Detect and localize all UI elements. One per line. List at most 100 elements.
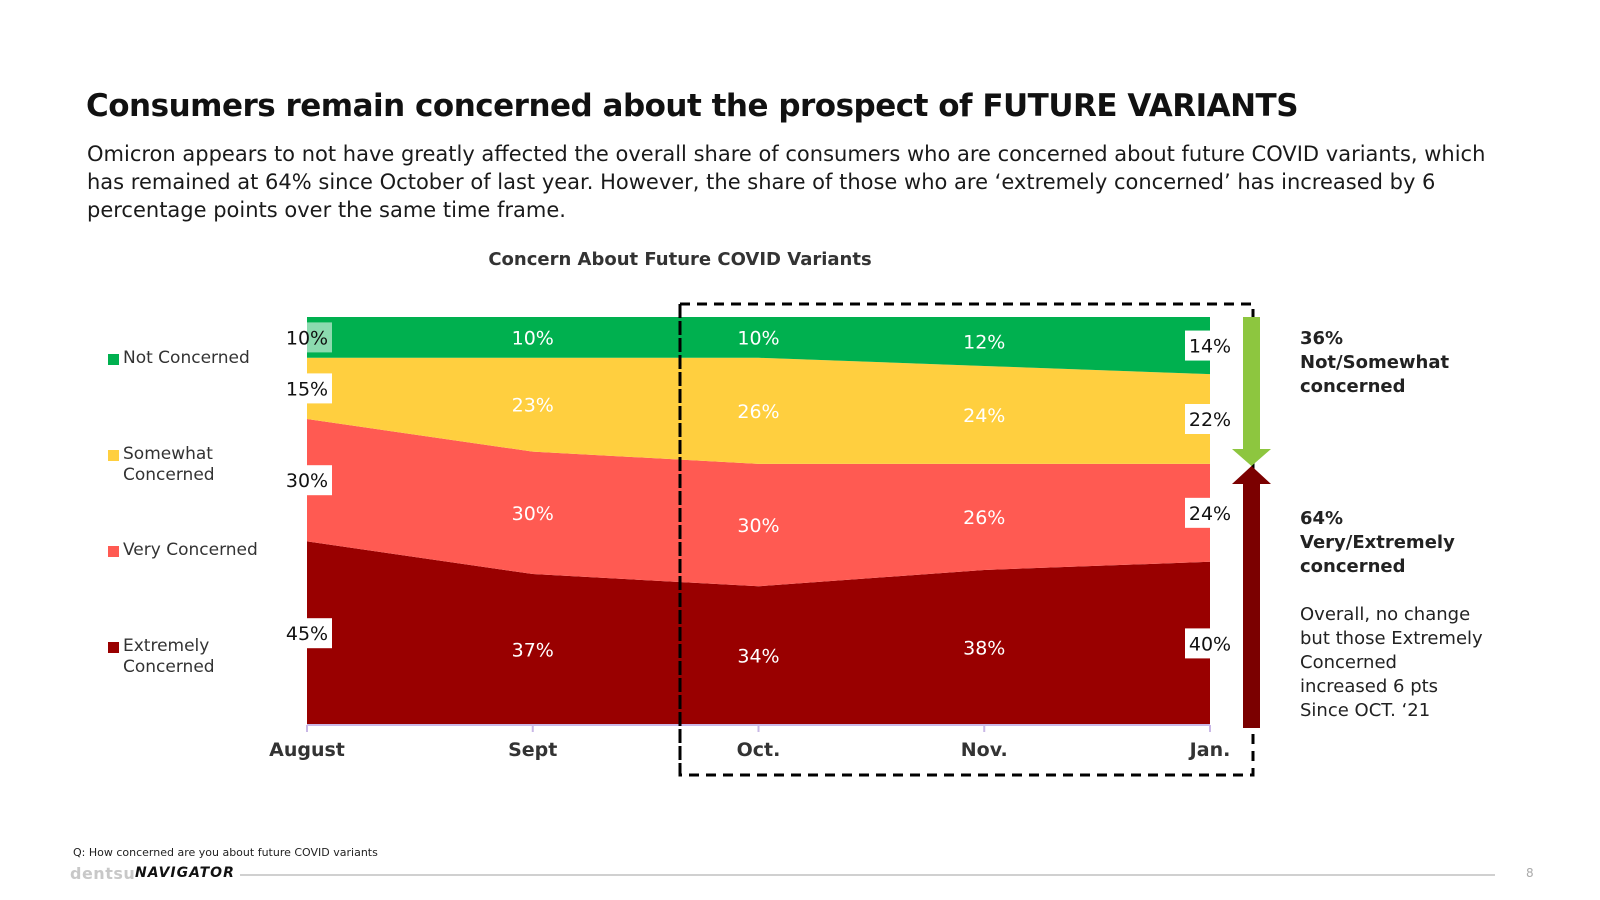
legend-extremely-concerned: Extremely Concerned — [123, 636, 215, 678]
legend-swatch-very-concerned — [108, 546, 119, 557]
data-label-box — [282, 373, 332, 404]
x-tick-label-1: Sept — [508, 739, 557, 761]
data-label-very-concerned-3: 26% — [963, 507, 1005, 529]
data-label-text: 30% — [512, 503, 554, 525]
legend-swatch-not-concerned — [108, 354, 119, 365]
data-label-extremely-concerned-1: 37% — [512, 640, 554, 662]
side-bottom-pct: 64% — [1300, 508, 1344, 529]
survey-question-footnote: Q: How concerned are you about future CO… — [73, 846, 378, 859]
data-label-somewhat-concerned-0: 15% — [282, 373, 332, 404]
data-label-box — [1185, 330, 1235, 361]
data-label-somewhat-concerned-3: 24% — [963, 405, 1005, 427]
data-label-extremely-concerned-4: 40% — [1185, 628, 1235, 659]
legend-somewhat-line2: Concerned — [123, 465, 215, 485]
data-label-box — [1185, 404, 1235, 434]
legend-swatch-extremely-concerned — [108, 642, 119, 653]
legend-somewhat-line1: Somewhat — [123, 444, 213, 464]
data-label-not-concerned-2: 10% — [737, 327, 779, 349]
data-label-text: 24% — [1189, 503, 1231, 525]
x-tick-label-2: Oct. — [737, 739, 781, 761]
data-label-not-concerned-1: 10% — [512, 327, 554, 349]
side-note-line4: increased 6 pts — [1300, 676, 1439, 697]
side-note-top: 36% Not/Somewhat concerned — [1300, 327, 1449, 399]
data-label-text: 23% — [512, 395, 554, 417]
data-label-very-concerned-2: 30% — [737, 515, 779, 537]
side-note-line1: Overall, no change — [1300, 604, 1471, 625]
page-subtitle: Omicron appears to not have greatly affe… — [87, 142, 1486, 222]
side-note-line3: Concerned — [1300, 652, 1397, 673]
data-label-box — [282, 465, 332, 496]
data-label-very-concerned-4: 24% — [1185, 497, 1235, 528]
legend-not-concerned: Not Concerned — [123, 348, 250, 368]
data-label-very-concerned-0: 30% — [282, 465, 332, 496]
area-not-concerned — [307, 317, 1210, 375]
side-top-line1: Not/Somewhat — [1300, 352, 1450, 373]
data-label-text: 10% — [286, 327, 328, 349]
data-label-text: 15% — [286, 378, 328, 400]
data-label-text: 40% — [1189, 633, 1231, 655]
data-label-extremely-concerned-3: 38% — [963, 637, 1005, 659]
data-label-not-concerned-3: 12% — [963, 331, 1005, 353]
side-bottom-line2: concerned — [1300, 556, 1406, 577]
data-label-text: 10% — [737, 327, 779, 349]
x-tick-label-3: Nov. — [961, 739, 1008, 761]
data-label-text: 34% — [737, 646, 779, 668]
data-label-extremely-concerned-0: 45% — [282, 618, 332, 649]
chart-areas — [307, 317, 1210, 725]
legend-very-concerned: Very Concerned — [123, 540, 258, 560]
area-extremely-concerned — [307, 541, 1210, 725]
page-title: Consumers remain concerned about the pro… — [86, 88, 1299, 124]
data-label-text: 14% — [1189, 336, 1231, 358]
brand-logo: dentsu — [70, 864, 136, 883]
data-label-text: 22% — [1189, 409, 1231, 431]
x-tick-label-4: Jan. — [1188, 739, 1231, 761]
down-arrow-shaft — [1243, 317, 1260, 449]
data-label-not-concerned-4: 14% — [1185, 330, 1235, 361]
data-label-text: 38% — [963, 637, 1005, 659]
data-label-text: 30% — [737, 515, 779, 537]
data-label-text: 26% — [737, 401, 779, 423]
side-top-line2: concerned — [1300, 376, 1406, 397]
area-very-concerned — [307, 419, 1210, 587]
up-arrow-shaft — [1243, 483, 1260, 728]
data-label-text: 24% — [963, 405, 1005, 427]
legend-swatch-somewhat-concerned — [108, 450, 119, 461]
side-note-summary: Overall, no change but those Extremely C… — [1300, 603, 1483, 723]
side-bottom-line1: Very/Extremely — [1300, 532, 1455, 553]
side-note-bottom: 64% Very/Extremely concerned — [1300, 507, 1455, 579]
data-label-somewhat-concerned-4: 22% — [1185, 404, 1235, 434]
data-label-box — [1185, 497, 1235, 528]
data-label-box — [282, 322, 332, 353]
data-label-text: 45% — [286, 623, 328, 645]
up-arrow — [1232, 466, 1271, 728]
page-number: 8 — [1526, 866, 1534, 880]
brand-product: NAVIGATOR — [135, 865, 235, 881]
data-label-text: 30% — [286, 470, 328, 492]
data-label-not-concerned-0: 10% — [282, 322, 332, 353]
data-label-box — [282, 618, 332, 649]
chart-title: Concern About Future COVID Variants — [488, 249, 872, 270]
side-note-line5: Since OCT. ‘21 — [1300, 700, 1431, 721]
data-label-extremely-concerned-2: 34% — [737, 646, 779, 668]
legend-somewhat-concerned: Somewhat Concerned — [123, 444, 215, 486]
side-top-pct: 36% — [1300, 328, 1344, 349]
footer-divider — [240, 874, 1495, 876]
data-label-somewhat-concerned-1: 23% — [512, 395, 554, 417]
side-note-line2: but those Extremely — [1300, 628, 1483, 649]
data-label-text: 10% — [512, 327, 554, 349]
data-label-very-concerned-1: 30% — [512, 503, 554, 525]
x-tick-label-0: August — [269, 739, 345, 761]
data-labels: 45% 37% 34% 38% 40% 30% 30% 30% 26% 24% 15% 23% 26% 2… — [282, 322, 1235, 668]
area-somewhat-concerned — [307, 357, 1210, 464]
x-axis-ticks: August Sept Oct. Nov. Jan. — [269, 725, 1230, 761]
data-label-box — [1185, 628, 1235, 659]
down-arrow-head — [1232, 449, 1271, 466]
up-arrow-head — [1232, 466, 1271, 484]
data-label-text: 37% — [512, 640, 554, 662]
legend-extremely-line2: Concerned — [123, 657, 215, 677]
down-arrow — [1232, 317, 1271, 466]
data-label-somewhat-concerned-2: 26% — [737, 401, 779, 423]
legend-extremely-line1: Extremely — [123, 636, 210, 656]
data-label-text: 12% — [963, 331, 1005, 353]
